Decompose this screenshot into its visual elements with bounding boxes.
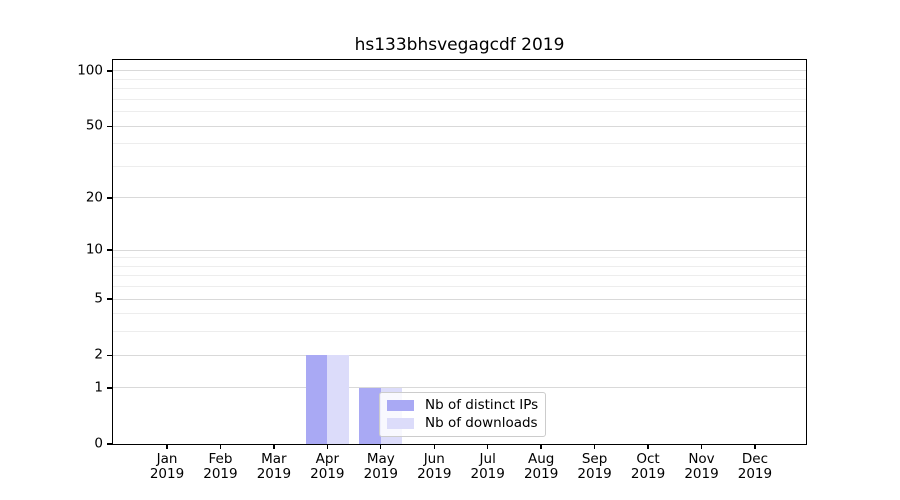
x-tick-label: May 2019 [341,451,421,483]
legend-item-distinct-ips: Nb of distinct IPs [387,397,539,413]
y-gridline-minor [113,257,806,259]
legend-item-downloads: Nb of downloads [387,414,538,431]
y-tick-mark [107,354,112,356]
y-gridline-minor [113,98,806,100]
x-tick-year: 2019 [417,466,452,483]
x-tick-year: 2019 [203,466,238,483]
y-tick-label: 2 [94,346,103,363]
x-tick-year: 2019 [577,466,612,483]
y-gridline-minor [113,111,806,113]
y-tick-mark [107,70,112,72]
x-tick-month: Jul [479,451,496,467]
y-tick-label: 10 [85,241,103,258]
y-tick-mark [107,387,112,389]
y-tick-mark [107,298,112,300]
x-tick-mark [540,444,542,449]
x-tick-year: 2019 [470,466,505,483]
x-tick-mark [273,444,275,449]
x-tick-mark [380,444,382,449]
x-tick-month: Aug [527,451,555,467]
y-tick-label: 1 [94,379,103,396]
x-tick-mark [700,444,703,449]
x-tick-label: Sep 2019 [555,451,635,483]
y-gridline-minor [113,265,806,267]
x-tick-year: 2019 [630,466,666,483]
x-tick-label: Nov 2019 [662,451,742,483]
y-gridline-major [113,387,806,389]
y-tick-label: 0 [94,435,103,452]
x-tick-month: Mar [261,451,287,467]
x-tick-month: Feb [208,451,233,467]
x-tick-label: Aug 2019 [501,451,581,483]
x-tick-label: Jun 2019 [394,451,474,483]
x-tick-mark [433,444,435,449]
x-tick-mark [593,444,596,449]
legend-swatch-distinct-ips [387,400,414,412]
y-tick-label: 5 [94,290,103,307]
x-tick-label: Mar 2019 [234,451,314,483]
legend-label-distinct-ips: Nb of distinct IPs [425,397,539,413]
x-tick-mark [754,444,756,449]
y-tick-label: 50 [85,117,103,134]
y-tick-label: 20 [85,189,103,206]
y-gridline-major [113,70,806,72]
y-gridline-minor [113,78,806,80]
x-tick-month: Sep [581,451,608,467]
x-tick-month: May [366,451,395,467]
y-gridline-minor [113,165,806,167]
y-gridline-minor [113,275,806,277]
y-gridline-minor [113,286,806,288]
bar-downloads-apr [327,355,349,444]
x-tick-label: Feb 2019 [180,451,260,483]
y-tick-mark [107,443,112,445]
x-tick-year: 2019 [523,466,559,483]
x-tick-month: Apr [315,451,340,467]
chart-title: hs133bhsvegagcdf 2019 [354,35,565,55]
y-gridline-minor [113,331,806,333]
plot-area: 0 1 2 5 10 20 50 100 Jan 2019 Feb 2019 Mar 2019 Apr 20… [77,59,807,482]
x-tick-mark [219,444,222,449]
y-tick-mark [107,197,112,199]
legend-label-downloads: Nb of downloads [425,414,538,431]
x-tick-mark [647,444,649,449]
y-tick-label: 100 [77,62,103,79]
x-tick-label: Jul 2019 [448,451,528,483]
y-gridline-minor [113,143,806,145]
x-tick-label: Jan 2019 [127,451,207,483]
y-gridline-major [113,249,806,251]
x-tick-mark [487,444,489,449]
y-gridline-major [113,197,806,199]
x-tick-year: 2019 [256,466,292,483]
x-tick-month: Jan [156,451,178,467]
x-tick-label: Dec 2019 [715,451,795,483]
y-gridline-minor [113,313,806,315]
x-tick-mark [326,444,329,449]
x-tick-year: 2019 [737,466,773,483]
y-gridline-minor [113,88,806,90]
x-tick-month: Dec [741,451,768,467]
y-tick-mark [107,249,112,251]
x-tick-label: Oct 2019 [608,451,688,483]
x-tick-label: Apr 2019 [287,451,367,483]
y-gridline-major [113,354,806,356]
x-tick-year: 2019 [310,466,345,483]
bar-distinct-ips-apr [305,355,328,444]
x-tick-year: 2019 [149,466,185,483]
y-tick-mark [107,125,112,127]
x-tick-year: 2019 [363,466,398,483]
x-tick-year: 2019 [684,466,719,483]
bar-distinct-ips-may [359,387,381,444]
legend-swatch-downloads [387,417,414,429]
x-tick-month: Nov [688,451,715,467]
legend: Nb of distinct IPs Nb of downloads [379,392,546,437]
x-tick-month: Jun [423,451,445,467]
y-gridline-major [113,125,806,127]
x-tick-month: Oct [636,451,660,467]
x-tick-mark [166,444,168,449]
y-gridline-major [113,298,806,300]
